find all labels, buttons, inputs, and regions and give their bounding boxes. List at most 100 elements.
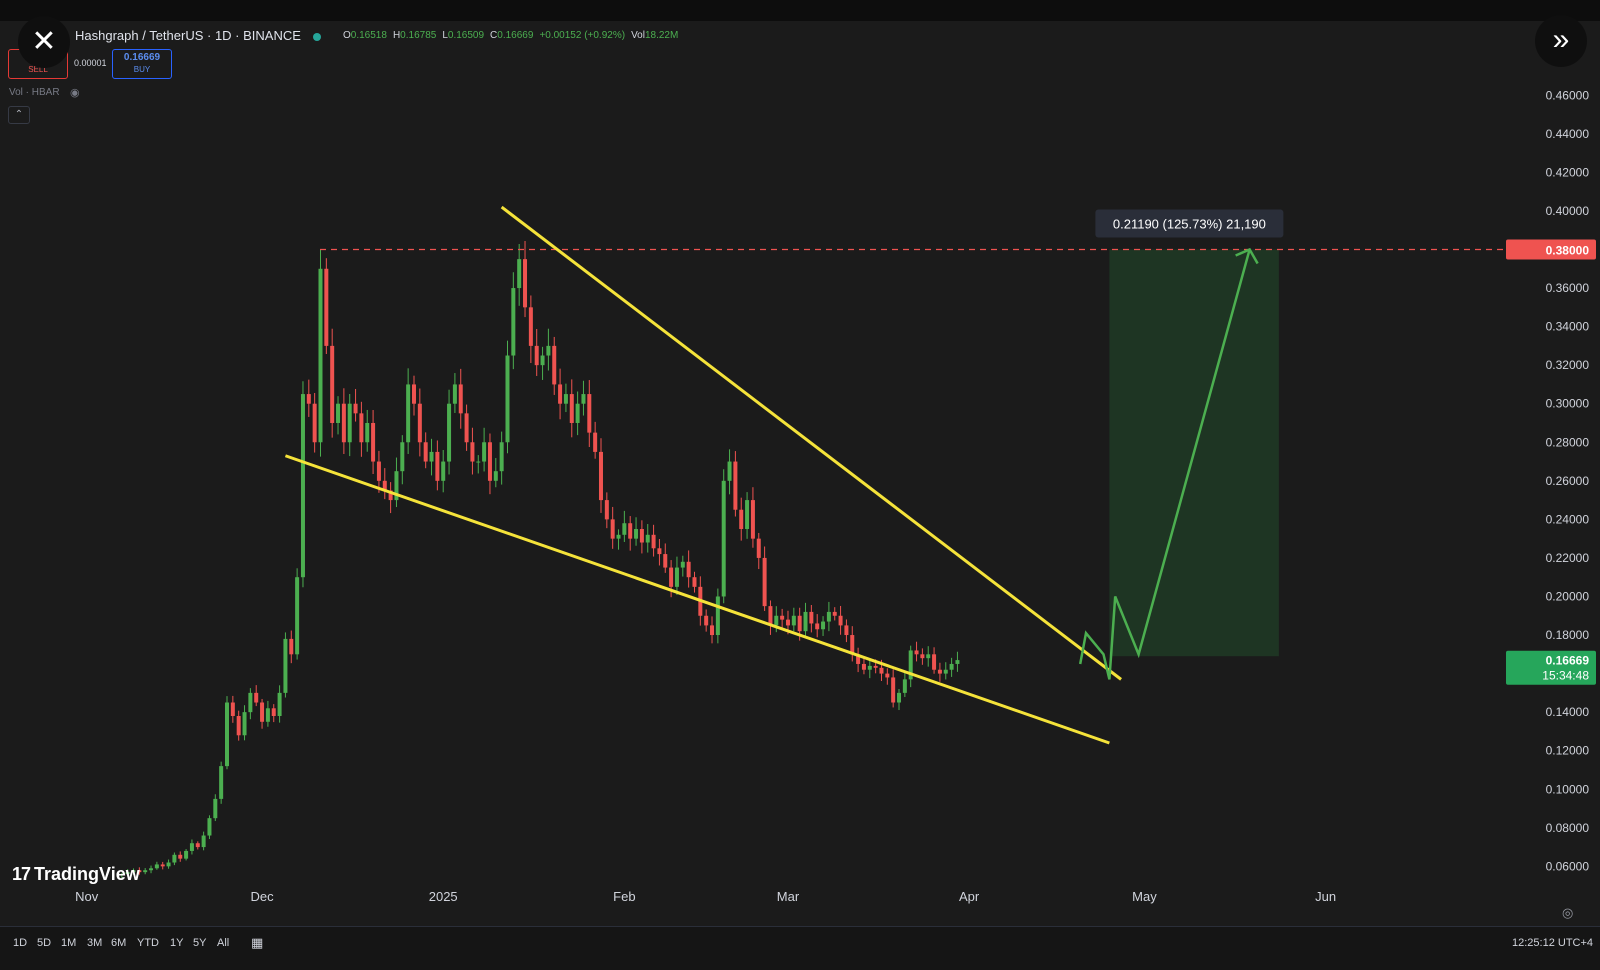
range-button-1y[interactable]: 1Y <box>170 937 184 949</box>
candle-body <box>926 654 931 659</box>
candle-body <box>458 384 463 414</box>
candle-body <box>289 638 294 655</box>
close-button[interactable]: ✕ <box>18 16 70 68</box>
candle-body <box>265 708 270 722</box>
x-tick-label: Mar <box>777 889 800 904</box>
buy-label: BUY <box>133 65 151 74</box>
candle-body <box>768 606 773 626</box>
chart-area[interactable]: 0.21190 (125.73%) 21,190 0.46000 0.44000 0.… <box>0 21 1600 926</box>
y-tick-label: 0.20000 <box>1546 589 1590 603</box>
range-button-5y[interactable]: 5Y <box>193 937 207 949</box>
candle-body <box>295 577 300 655</box>
candle-body <box>207 818 212 836</box>
range-button-all[interactable]: All <box>217 937 230 949</box>
candle-body <box>540 355 545 366</box>
candle-body <box>505 355 510 443</box>
range-button-ytd[interactable]: YTD <box>137 937 159 949</box>
candle-body <box>131 870 136 873</box>
y-tick-label: 0.12000 <box>1546 744 1590 758</box>
spread-value: 0.00001 <box>74 58 107 68</box>
candle-body <box>149 868 154 871</box>
candle-body <box>347 403 352 443</box>
eye-icon[interactable]: ◉ <box>70 87 80 99</box>
candle-body <box>359 413 364 443</box>
forward-button[interactable]: » <box>1535 15 1587 67</box>
candle-body <box>382 480 387 491</box>
candle-body <box>423 442 428 462</box>
tradingview-logo: 17 TradingView <box>12 864 140 885</box>
candle-body <box>195 843 200 848</box>
ohlc-value: +0.00152 (+0.92%) <box>539 30 626 41</box>
candle-body <box>955 660 960 664</box>
candle-body <box>511 288 516 356</box>
candle-body <box>628 523 633 539</box>
candle-body <box>645 534 650 543</box>
range-button-6m[interactable]: 6M <box>111 937 127 949</box>
chevron-up-icon[interactable]: ⌃ <box>8 106 30 124</box>
candle-body <box>692 577 697 587</box>
candle-body <box>441 461 446 481</box>
price-chart[interactable]: 0.21190 (125.73%) 21,190 0.46000 0.44000 0.… <box>0 21 1600 926</box>
candle-body <box>745 500 750 530</box>
measure-label: 0.21190 (125.73%) 21,190 <box>1113 216 1266 231</box>
ohlc-key: H <box>392 30 401 41</box>
candle-body <box>832 611 837 616</box>
candle-body <box>593 432 598 452</box>
candle-body <box>780 615 785 620</box>
candle-body <box>184 850 189 859</box>
candle-body <box>534 345 539 366</box>
volume-indicator-label[interactable]: Vol · HBAR <box>9 87 60 98</box>
candle-body <box>552 345 557 385</box>
calendar-icon[interactable]: ▦ <box>251 935 264 950</box>
clock[interactable]: 12:25:12 UTC+4 <box>1512 937 1594 949</box>
logo-text: TradingView <box>34 864 140 884</box>
candle-body <box>908 650 913 680</box>
buy-button[interactable]: 0.16669 BUY <box>112 49 172 79</box>
candle-body <box>838 615 843 626</box>
candle-body <box>885 673 890 678</box>
candle-body <box>493 471 498 481</box>
candle-body <box>569 394 574 423</box>
x-tick-label: May <box>1132 889 1157 904</box>
range-button-1m[interactable]: 1M <box>61 937 77 949</box>
candle-body <box>406 384 411 443</box>
symbol-legend[interactable]: Hashgraph / TetherUS · 1D · BINANCE <box>75 28 329 43</box>
candle-body <box>546 345 551 356</box>
candle-body <box>867 665 872 670</box>
bar-countdown: 15:34:48 <box>1542 669 1589 683</box>
x-tick-label: Nov <box>75 889 99 904</box>
candle-body <box>657 548 662 555</box>
candle-body <box>277 692 282 716</box>
candle-body <box>476 461 481 463</box>
y-tick-label: 0.40000 <box>1546 204 1590 218</box>
candle-body <box>575 403 580 423</box>
candle-body <box>861 663 866 670</box>
candle-body <box>803 611 808 632</box>
y-tick-label: 0.24000 <box>1546 512 1590 526</box>
candle-body <box>756 538 761 558</box>
candle-body <box>464 413 469 443</box>
close-icon: ✕ <box>31 25 57 58</box>
x-tick-label: 2025 <box>429 889 458 904</box>
candle-body <box>224 702 229 767</box>
candle-body <box>125 872 130 875</box>
candle-body <box>353 403 358 414</box>
range-button-5d[interactable]: 5D <box>37 937 52 949</box>
candle-body <box>376 461 381 481</box>
settings-icon[interactable]: ◎ <box>1562 905 1574 920</box>
range-button-3m[interactable]: 3M <box>87 937 103 949</box>
target-price-tag <box>1506 239 1596 260</box>
double-chevron-right-icon: » <box>1552 23 1570 56</box>
y-tick-label: 0.18000 <box>1546 628 1590 642</box>
range-button-1d[interactable]: 1D <box>13 937 28 949</box>
y-tick-label: 0.14000 <box>1546 705 1590 719</box>
candle-body <box>739 509 744 530</box>
candle-body <box>563 394 568 404</box>
y-tick-label: 0.06000 <box>1546 859 1590 873</box>
candle-body <box>826 611 831 622</box>
candle-body <box>137 870 142 873</box>
ohlc-key: O <box>343 30 351 41</box>
tradingview-mark-icon: 17 <box>12 864 31 884</box>
candle-body <box>447 403 452 462</box>
ohlc-key: C <box>490 30 498 41</box>
